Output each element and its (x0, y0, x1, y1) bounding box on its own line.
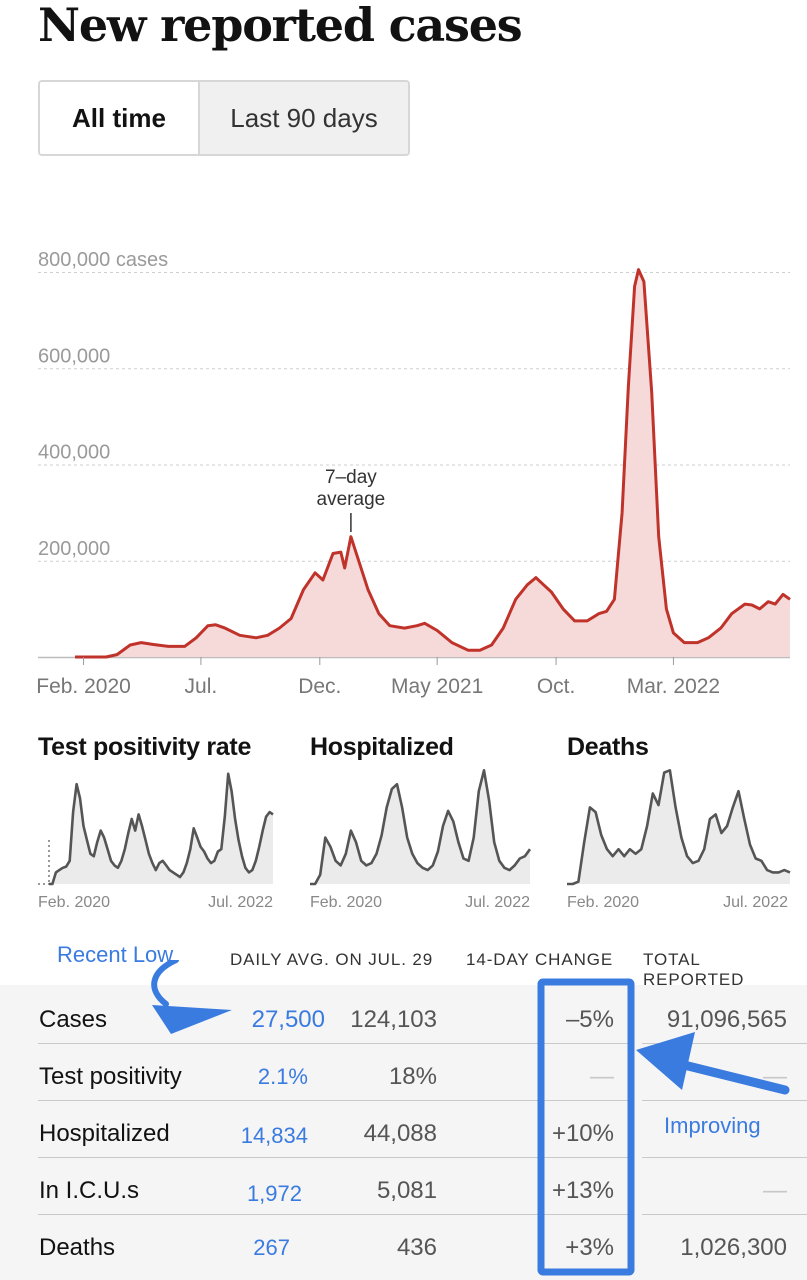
mini-x-tick-label-end: Jul. 2022 (465, 894, 530, 911)
row-divider (38, 1157, 628, 1158)
icu-recent-low: 1,972 (246, 1181, 302, 1206)
mini-chart-title-hospitalized: Hospitalized (310, 733, 454, 761)
mini-x-tick-label-start: Feb. 2020 (38, 894, 110, 911)
main-y-tick-label: 800,000 cases (38, 249, 168, 271)
main-chart-x-axis: Feb. 2020 Jul. Dec. May 2021 Oct. Mar. 2022 (36, 657, 720, 698)
deaths-daily-avg: 436 (396, 1234, 437, 1261)
deaths-mini-chart: Feb. 2020 Jul. 2022 (567, 769, 791, 911)
mini-line (567, 769, 791, 886)
recent-low-arrow-stroke (151, 960, 179, 1007)
page-title: New reported cases (38, 0, 523, 52)
mini-line (49, 772, 274, 886)
main-chart-area (75, 268, 791, 659)
header-daily-avg: DAILY AVG. ON JUL. 29 (230, 950, 434, 969)
summary-table-background (0, 985, 807, 1280)
annotation-text-line2: average (317, 489, 386, 510)
row-divider (38, 1214, 628, 1215)
cases-area-fill (75, 269, 790, 657)
improving-arrow-shaft (675, 1059, 790, 1095)
improving-arrow-head (636, 1032, 695, 1090)
deaths-total-reported: 1,026,300 (680, 1234, 787, 1261)
header-14-day-change: 14-DAY CHANGE (466, 950, 614, 969)
hospitalized-daily-avg: 44,088 (363, 1120, 437, 1147)
tab-last-90-days[interactable]: Last 90 days (200, 82, 408, 154)
main-x-tick-label: Jul. (185, 675, 218, 698)
icu-total-reported: — (763, 1177, 787, 1204)
recent-low-arrow-head (152, 1005, 232, 1034)
mini-area-fill (310, 770, 530, 884)
test-positivity-mini-chart: Feb. 2020 Jul. 2022 (38, 772, 274, 911)
row-divider (642, 1157, 807, 1158)
main-x-tick-label: Mar. 2022 (627, 675, 720, 698)
main-y-tick-label: 600,000 (38, 345, 110, 367)
cases-14-day-change: –5% (565, 1006, 614, 1033)
row-label-test-positivity: Test positivity (39, 1063, 182, 1090)
row-divider (38, 1043, 628, 1044)
mini-x-tick-label-start: Feb. 2020 (310, 894, 382, 911)
deaths-recent-low: 267 (253, 1235, 290, 1260)
row-divider (38, 1100, 628, 1101)
row-divider (642, 1214, 807, 1215)
cases-daily-avg: 124,103 (350, 1006, 437, 1033)
test-positivity-14-day-change: — (590, 1063, 614, 1090)
change-highlight-box (537, 978, 635, 1276)
cases-seven-day-average-line (75, 268, 791, 659)
main-y-tick-label: 200,000 (38, 538, 110, 560)
tab-all-time[interactable]: All time (40, 82, 200, 154)
annotation-overlay (151, 960, 790, 1276)
mini-charts: Feb. 2020 Jul. 2022 Feb. 2020 Jul. 2022 Fe… (38, 769, 791, 911)
row-divider (642, 1100, 807, 1101)
row-label-hospitalized: Hospitalized (39, 1120, 170, 1147)
time-range-tabs: All time Last 90 days (38, 80, 410, 156)
row-divider (642, 1043, 807, 1044)
mini-x-tick-label-start: Feb. 2020 (567, 894, 639, 911)
mini-x-tick-label-end: Jul. 2022 (208, 894, 273, 911)
cases-total-reported: 91,096,565 (666, 1006, 787, 1033)
mini-chart-title-deaths: Deaths (567, 733, 649, 761)
main-x-tick-label: Dec. (298, 675, 341, 698)
hospitalized-recent-low: 14,834 (240, 1123, 308, 1148)
main-cases-chart: 800,000 cases 600,000 400,000 200,000 Feb. … (36, 249, 791, 698)
annotation-text-line1: 7–day (325, 467, 377, 488)
mini-x-tick-label-end: Jul. 2022 (723, 894, 788, 911)
test-positivity-recent-low: 2.1% (257, 1064, 308, 1089)
icu-14-day-change: +13% (551, 1177, 614, 1204)
main-x-tick-label: Oct. (537, 675, 576, 698)
row-label-cases: Cases (39, 1006, 108, 1033)
deaths-14-day-change: +3% (565, 1234, 614, 1261)
main-x-tick-label: Feb. 2020 (36, 675, 131, 698)
recent-low-annotation: Recent Low (57, 942, 174, 967)
mini-chart-title-test-positivity: Test positivity rate (38, 733, 252, 761)
icu-daily-avg: 5,081 (376, 1177, 437, 1204)
row-label-deaths: Deaths (39, 1234, 116, 1261)
hospitalized-14-day-change: +10% (551, 1120, 614, 1147)
mini-area-fill (49, 773, 273, 884)
header-total-reported: TOTAL REPORTED (643, 950, 745, 989)
hospitalized-mini-chart: Feb. 2020 Jul. 2022 (310, 769, 532, 911)
test-positivity-daily-avg: 18% (388, 1063, 437, 1090)
main-y-tick-label: 400,000 (38, 442, 110, 464)
improving-annotation: Improving (664, 1113, 761, 1138)
cases-recent-low: 27,500 (251, 1006, 325, 1033)
main-chart-grid: 800,000 cases 600,000 400,000 200,000 (38, 249, 790, 659)
row-label-icu: In I.C.U.s (39, 1177, 140, 1204)
mini-line (310, 769, 532, 886)
main-x-tick-label: May 2021 (391, 675, 483, 698)
